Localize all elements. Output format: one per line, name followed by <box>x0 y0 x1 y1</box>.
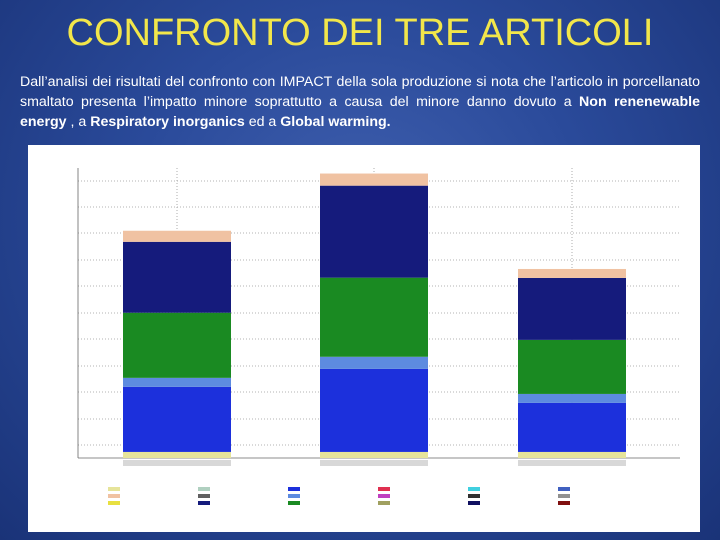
bold-text: Non renenewable energy <box>20 94 700 130</box>
legend <box>108 487 570 505</box>
bar-segment <box>320 451 428 458</box>
bar-segment <box>123 377 231 387</box>
bar-segment <box>320 277 428 357</box>
bar-segment <box>320 356 428 369</box>
bar-segment <box>320 368 428 452</box>
bar-segment <box>518 277 626 340</box>
slide-title: CONFRONTO DEI TRE ARTICOLI <box>66 12 654 54</box>
text-run: Dall’analisi dei risultati del confronto… <box>20 74 700 110</box>
bar-segment <box>123 451 231 458</box>
text-run: ed a <box>244 114 281 130</box>
category-box <box>518 460 626 466</box>
text-run: , a <box>66 114 91 130</box>
chart <box>28 145 700 532</box>
bold-text: Global warming. <box>280 114 391 130</box>
bar-segment <box>123 386 231 452</box>
bar-segment <box>518 402 626 452</box>
bar-segment <box>518 339 626 394</box>
bar-segment <box>123 230 231 242</box>
bar-segment <box>123 241 231 313</box>
body-text: Dall’analisi dei risultati del confronto… <box>20 72 700 132</box>
bar-segment <box>320 185 428 278</box>
bar-segment <box>518 268 626 278</box>
category-box <box>123 460 231 466</box>
bar-segment <box>518 393 626 403</box>
bar-segment <box>518 451 626 458</box>
category-box <box>320 460 428 466</box>
bar-segment <box>123 312 231 378</box>
bar-segment <box>320 173 428 186</box>
bold-text: Respiratory inorganics <box>90 114 245 130</box>
